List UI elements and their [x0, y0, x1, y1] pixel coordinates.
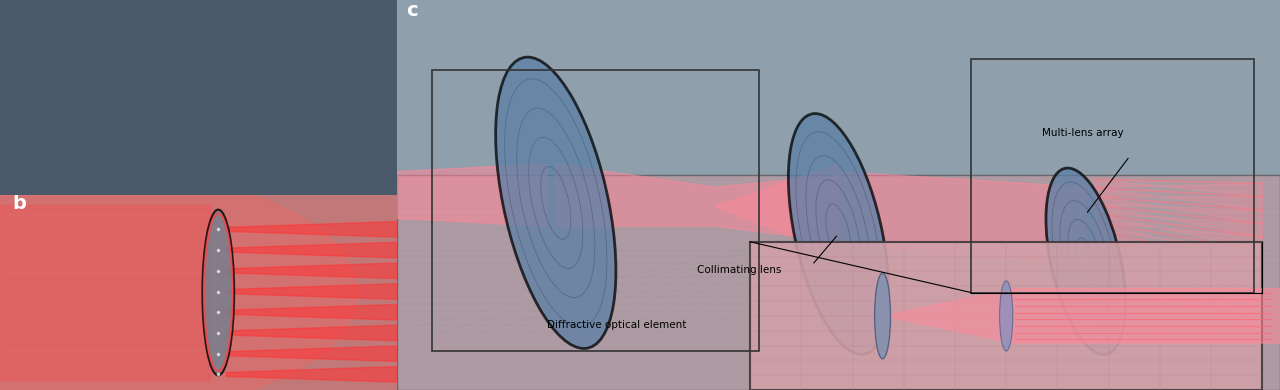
Polygon shape [1094, 179, 1262, 197]
Polygon shape [227, 305, 397, 320]
Polygon shape [1094, 213, 1262, 251]
Polygon shape [1094, 248, 1262, 305]
Polygon shape [1094, 205, 1262, 237]
Text: Multi-lens array: Multi-lens array [1042, 128, 1123, 138]
Ellipse shape [495, 57, 616, 349]
Polygon shape [714, 164, 838, 254]
Polygon shape [227, 242, 397, 258]
Polygon shape [227, 325, 397, 341]
Text: Diffractive optical element: Diffractive optical element [547, 319, 686, 330]
Polygon shape [556, 164, 838, 242]
Ellipse shape [1000, 281, 1012, 351]
Text: b: b [12, 194, 26, 213]
Polygon shape [1094, 222, 1262, 264]
Polygon shape [1094, 188, 1262, 210]
Text: Collimating lens: Collimating lens [698, 265, 782, 275]
Polygon shape [1094, 256, 1262, 318]
FancyBboxPatch shape [214, 0, 236, 185]
Ellipse shape [788, 113, 888, 355]
Polygon shape [227, 367, 397, 382]
Polygon shape [1094, 264, 1262, 332]
Ellipse shape [1046, 168, 1125, 355]
Ellipse shape [202, 210, 234, 375]
Polygon shape [397, 164, 547, 226]
Text: c: c [406, 1, 417, 20]
Polygon shape [227, 284, 397, 300]
Polygon shape [838, 172, 1085, 265]
Polygon shape [1094, 239, 1262, 291]
Polygon shape [227, 346, 397, 362]
FancyBboxPatch shape [397, 176, 1280, 390]
Polygon shape [1094, 230, 1262, 278]
Circle shape [0, 176, 357, 390]
Polygon shape [883, 289, 1280, 343]
Ellipse shape [874, 273, 891, 359]
Polygon shape [0, 205, 210, 380]
Polygon shape [227, 222, 397, 237]
FancyBboxPatch shape [0, 92, 219, 103]
Text: a: a [12, 0, 26, 18]
FancyBboxPatch shape [750, 242, 1262, 390]
Polygon shape [227, 263, 397, 278]
Polygon shape [1094, 197, 1262, 224]
